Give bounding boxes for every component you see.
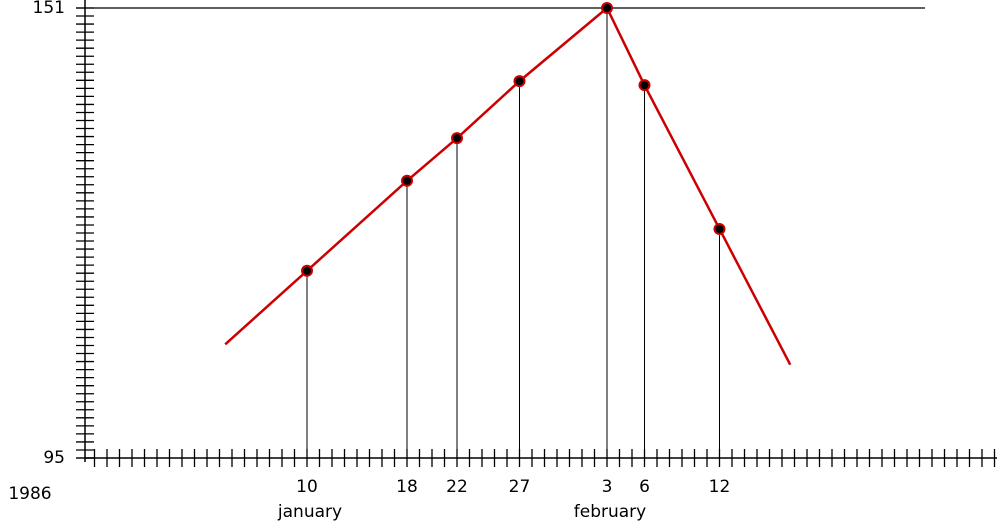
y-tick-label: 151 [33, 0, 65, 18]
x-tick-label: 27 [509, 477, 531, 497]
point [601, 2, 613, 14]
x-tick-label: 3 [602, 477, 613, 497]
y-tick-label: 95 [43, 448, 65, 468]
line-extension [224, 269, 308, 346]
x-tick-label: 12 [709, 477, 731, 497]
point [301, 264, 313, 277]
point [451, 132, 463, 145]
point [401, 174, 413, 187]
point [713, 222, 726, 235]
series-line [306, 6, 721, 272]
line-extension [718, 228, 792, 366]
x-tick-label: 18 [396, 477, 418, 497]
x-tick-label: 6 [639, 477, 650, 497]
x-tick-label: 10 [296, 477, 318, 497]
month-label: january [277, 502, 342, 522]
year-label: 1986 [8, 484, 51, 504]
month-label: february [574, 502, 646, 522]
point [638, 79, 651, 92]
x-tick-label: 22 [446, 477, 468, 497]
point [513, 75, 526, 88]
